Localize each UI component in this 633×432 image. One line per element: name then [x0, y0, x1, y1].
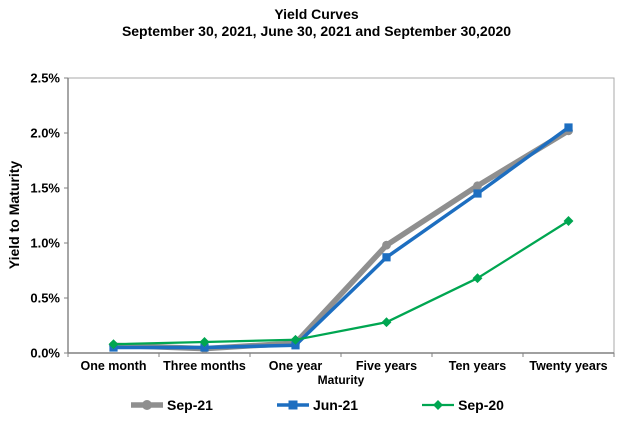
chart-title: Yield Curves	[274, 6, 359, 22]
x-tick-label: Five years	[356, 359, 417, 373]
marker-square	[473, 189, 482, 198]
x-tick-label: One month	[81, 359, 147, 373]
y-tick-label: 0.5%	[30, 291, 60, 306]
legend-label-jun-21: Jun-21	[312, 397, 359, 413]
marker-circle	[473, 181, 482, 191]
legend-marker-sep-20-icon	[422, 400, 455, 410]
y-tick-label: 2.0%	[30, 126, 60, 141]
y-tick-label: 1.5%	[30, 181, 60, 196]
legend-item-sep-20: Sep-20	[420, 397, 504, 413]
x-axis-title: Maturity	[317, 373, 365, 387]
plot-border	[67, 77, 615, 354]
legend-marker-shape	[142, 400, 153, 410]
y-axis-title: Yield to Maturity	[6, 160, 22, 270]
legend-marker-shape	[288, 400, 298, 410]
marker-diamond	[290, 334, 301, 345]
marker-diamond	[381, 317, 392, 328]
legend-marker-shape	[433, 400, 444, 410]
x-tick-label: One year	[269, 359, 323, 373]
marker-diamond	[199, 337, 210, 347]
legend-label-sep-20: Sep-20	[458, 397, 504, 413]
x-tick-label: Three months	[163, 359, 246, 373]
marker-square	[291, 341, 300, 350]
y-tick-label: 0.0%	[30, 346, 60, 361]
marker-square	[564, 123, 573, 132]
series-line-jun-21	[111, 125, 571, 350]
y-tick-label: 1.0%	[30, 236, 60, 251]
legend-marker-jun-21-icon	[276, 400, 309, 410]
series-line-sep-20	[112, 219, 570, 346]
x-tick-label: Twenty years	[529, 359, 607, 373]
legend: Sep-21 Jun-21 Sep-20	[0, 397, 633, 413]
marker-diamond	[472, 273, 483, 284]
chart-subtitle: September 30, 2021, June 30, 2021 and Se…	[121, 23, 512, 39]
marker-circle	[382, 240, 391, 250]
legend-item-jun-21: Jun-21	[275, 397, 358, 413]
marker-diamond	[563, 216, 574, 226]
legend-label-sep-21: Sep-21	[167, 397, 213, 413]
marker-square	[200, 343, 209, 352]
legend-marker-sep-21-icon	[131, 400, 164, 410]
marker-square	[382, 253, 391, 262]
legend-item-sep-21: Sep-21	[129, 397, 213, 413]
x-tick-label: Ten years	[449, 359, 506, 373]
y-tick-label: 2.5%	[30, 71, 60, 86]
